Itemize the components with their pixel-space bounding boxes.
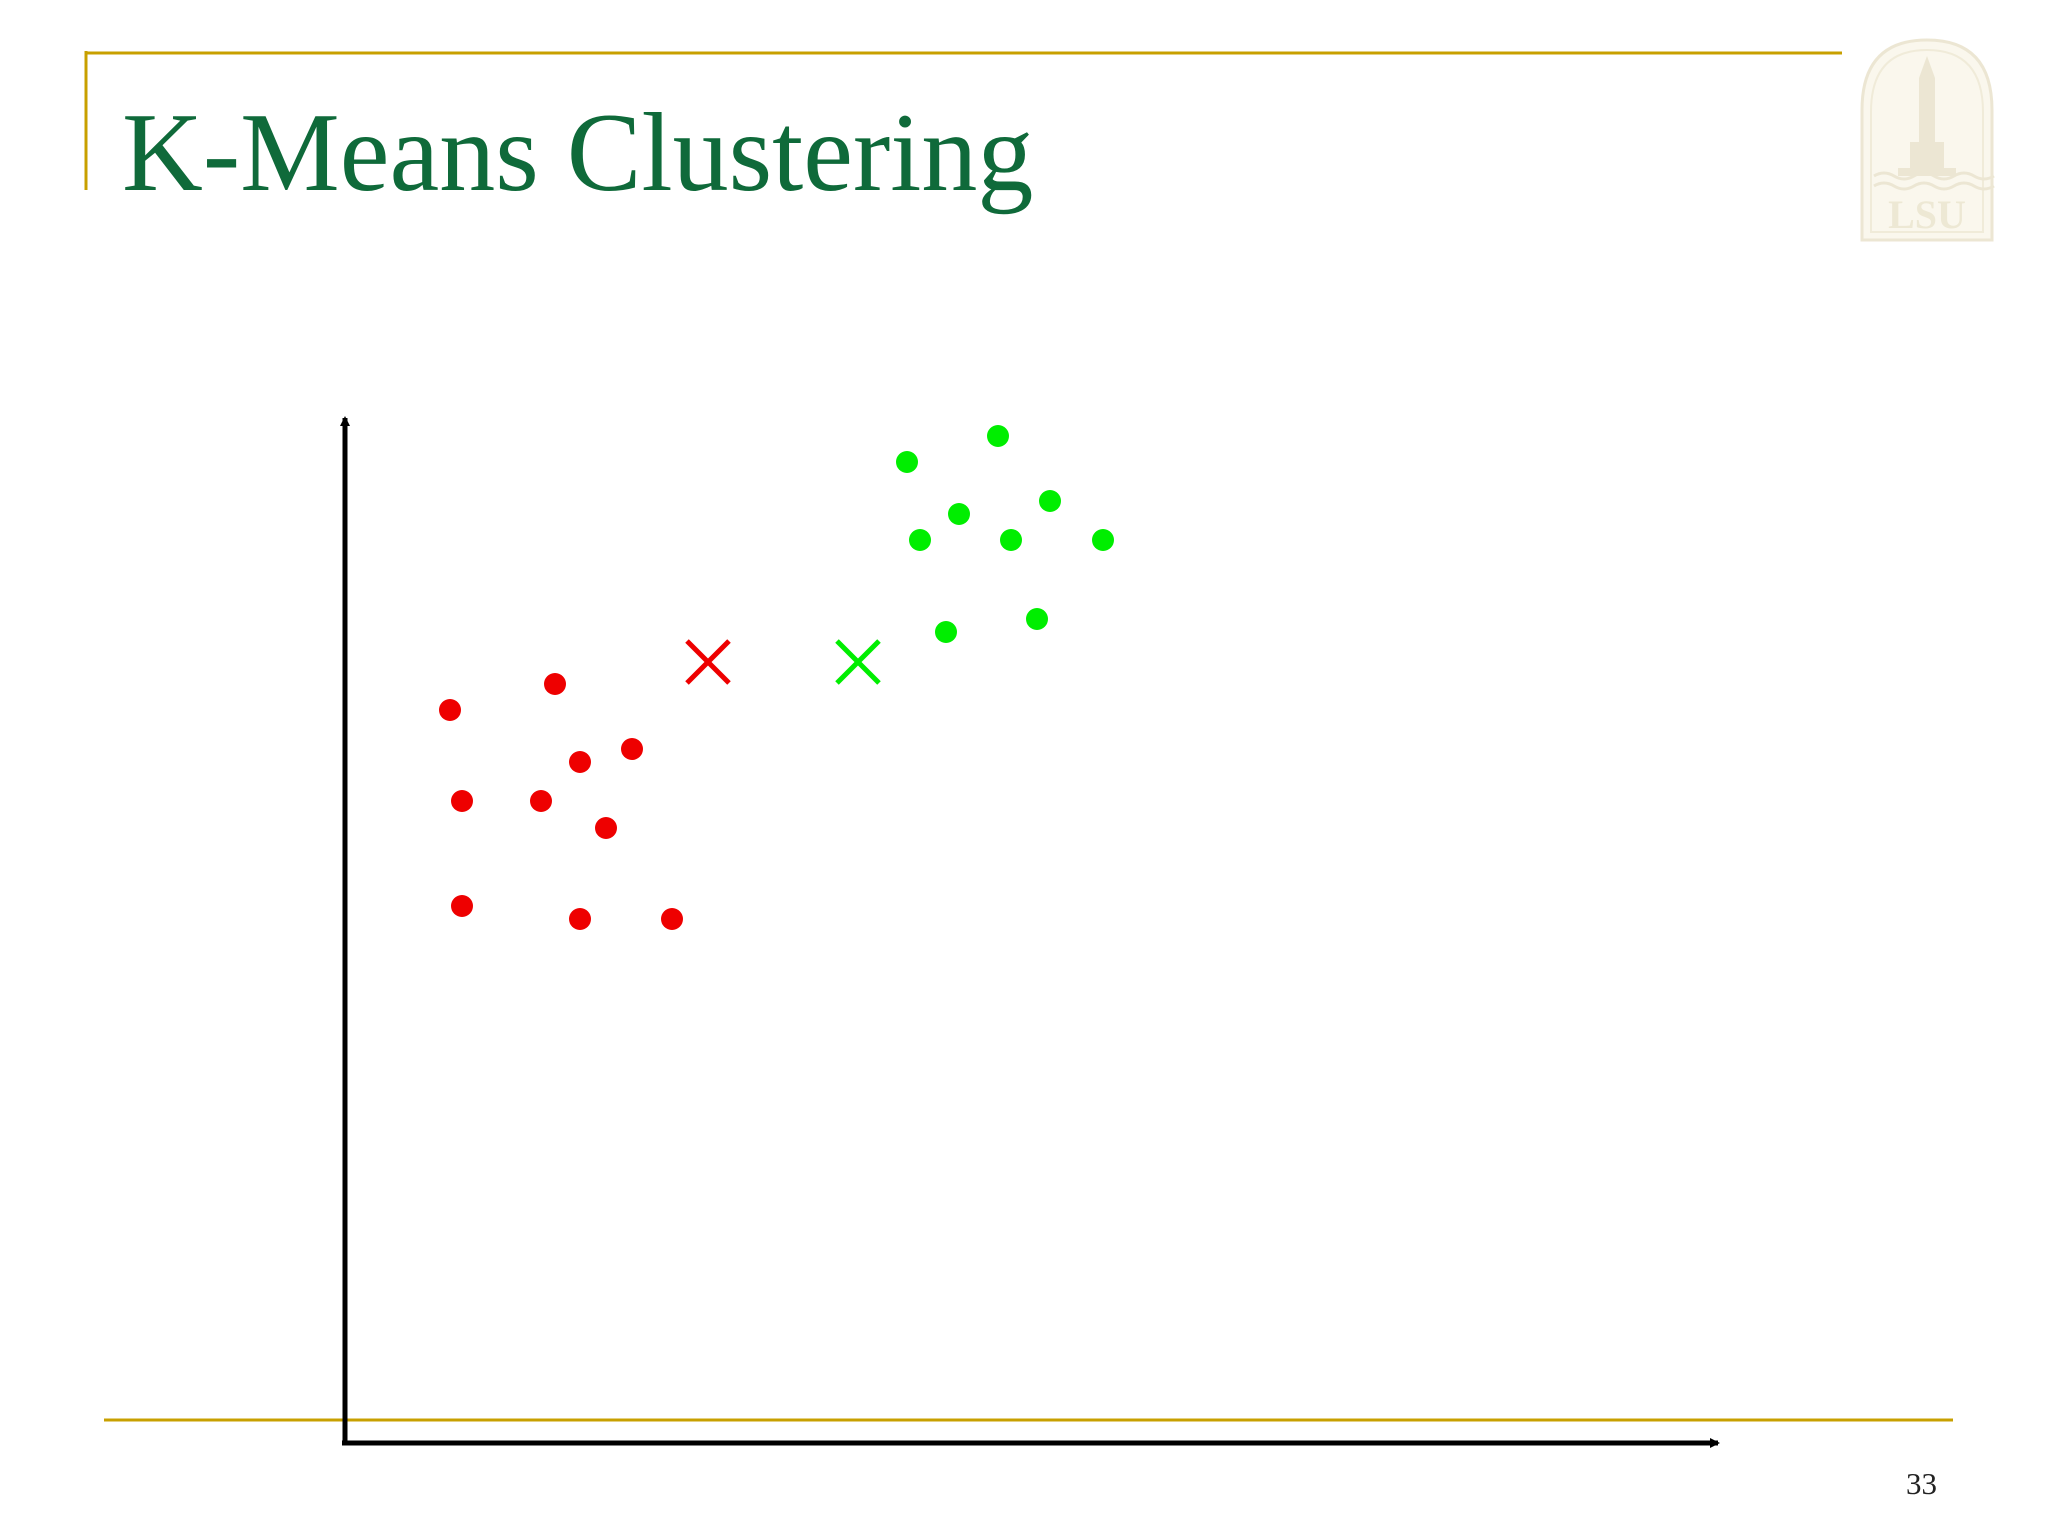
cluster-1-point — [621, 738, 643, 760]
cluster-1-point — [439, 699, 461, 721]
cluster-1-point — [544, 673, 566, 695]
cluster-1 — [439, 639, 731, 930]
cluster-2-point — [1000, 529, 1022, 551]
slide-title: K-Means Clustering — [122, 91, 1034, 215]
title-bracket-rule — [84, 51, 1842, 190]
cluster-1-point — [530, 790, 552, 812]
cluster-1-point — [569, 751, 591, 773]
logo-text: LSU — [1888, 192, 1966, 237]
cluster-1-point — [451, 895, 473, 917]
cluster-2-point — [987, 425, 1009, 447]
cluster-2-centroid-x-icon — [835, 639, 881, 685]
cluster-2-point — [935, 621, 957, 643]
cluster-1-point — [595, 817, 617, 839]
cluster-2-point — [1026, 608, 1048, 630]
cluster-2-point — [909, 529, 931, 551]
clusters-layer — [439, 425, 1114, 930]
cluster-1-point — [661, 908, 683, 930]
cluster-1-point — [451, 790, 473, 812]
cluster-2-point — [1092, 529, 1114, 551]
cluster-2-point — [896, 451, 918, 473]
lsu-tower-logo-icon: LSU — [1860, 38, 1995, 242]
cluster-1-point — [569, 908, 591, 930]
cluster-2-point — [1039, 490, 1061, 512]
cluster-1-centroid-x-icon — [685, 639, 731, 685]
page-number: 33 — [1906, 1466, 1937, 1501]
cluster-2-point — [948, 503, 970, 525]
cluster-2 — [835, 425, 1114, 685]
